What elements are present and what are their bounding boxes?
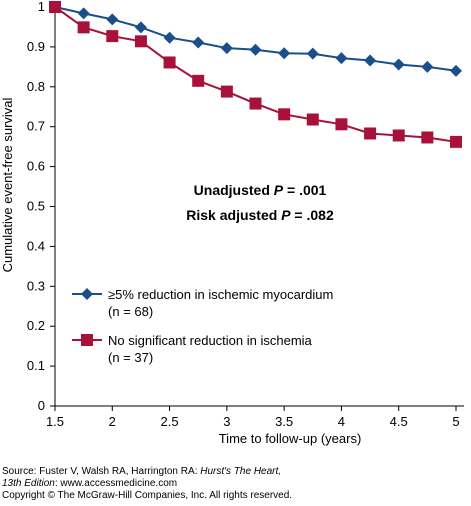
source-book-title: Hurst's The Heart, <box>200 466 282 477</box>
source-edition: 13th Edition <box>2 478 55 489</box>
tick-labels: 0 0.1 0.2 0.3 0.4 0.5 0.6 0.7 0.8 0.9 1 1.5 2 2.5 3 3.5… <box>27 0 460 429</box>
data-point-diamond <box>306 47 319 60</box>
source-url: : www.accessmedicine.com <box>54 478 178 489</box>
series-line-square <box>54 6 457 143</box>
data-point-square <box>306 113 319 126</box>
survival-chart: 0 0.1 0.2 0.3 0.4 0.5 0.6 0.7 0.8 0.9 1 1.5 2 2.5 3 3.5… <box>0 0 464 446</box>
x-tick-label: 2.5 <box>161 414 179 429</box>
data-point-square <box>77 21 90 34</box>
source-citation: Source: Fuster V, Walsh RA, Harrington R… <box>2 466 468 502</box>
data-point-square <box>163 56 176 69</box>
y-axis-title: Cumulative event-free survival <box>0 97 15 272</box>
data-point-diamond <box>77 7 90 20</box>
data-point-square <box>220 85 233 98</box>
data-point-square <box>278 108 291 121</box>
x-tick-label: 4 <box>338 414 345 429</box>
y-tick-label: 0.5 <box>27 199 45 214</box>
legend-n-reduction: (n = 68) <box>108 304 153 319</box>
data-point-square <box>450 135 462 148</box>
series-layer <box>49 1 462 148</box>
x-tick-label: 1.5 <box>46 414 64 429</box>
data-point-diamond <box>450 64 462 77</box>
y-tick-label: 0.8 <box>27 79 45 94</box>
data-point-diamond <box>220 42 233 55</box>
data-point-square <box>49 1 61 13</box>
data-point-square <box>421 131 434 144</box>
data-point-square <box>364 127 377 140</box>
legend-marker-square-icon <box>81 334 93 346</box>
series-square <box>49 1 462 148</box>
y-tick-label: 0.1 <box>27 358 45 373</box>
y-tick-label: 0.7 <box>27 119 45 134</box>
x-tick-label: 2 <box>109 414 116 429</box>
legend: ≥5% reduction in ischemic myocardium (n … <box>72 287 333 365</box>
x-tick-label: 4.5 <box>390 414 408 429</box>
data-point-diamond <box>106 13 119 26</box>
annotation-risk-adjusted-p: P <box>281 207 291 223</box>
annotation-unadjusted-p: P <box>274 182 284 198</box>
data-point-diamond <box>249 43 262 56</box>
x-axis-title: Time to follow-up (years) <box>219 431 362 446</box>
annotation-unadjusted-prefix: Unadjusted <box>194 182 274 198</box>
annotation-risk-adjusted: Risk adjusted P = .082 <box>186 207 334 223</box>
data-point-diamond <box>278 47 291 60</box>
data-point-square <box>392 129 405 142</box>
legend-label-reduction: ≥5% reduction in ischemic myocardium <box>108 287 333 302</box>
data-point-diamond <box>192 36 205 49</box>
data-point-square <box>192 74 205 87</box>
data-point-diamond <box>134 21 147 34</box>
data-point-diamond <box>163 31 176 44</box>
source-line: Source: Fuster V, Walsh RA, Harrington R… <box>2 466 468 478</box>
source-edition-line: 13th Edition: www.accessmedicine.com <box>2 478 468 490</box>
y-tick-label: 1 <box>38 0 45 14</box>
data-point-square <box>249 97 262 110</box>
annotation-unadjusted: Unadjusted P = .001 <box>194 182 327 198</box>
copyright-line: Copyright © The McGraw-Hill Companies, I… <box>2 490 293 501</box>
annotation-unadjusted-value: = .001 <box>283 182 326 198</box>
y-tick-label: 0 <box>38 398 45 413</box>
data-point-square <box>106 30 119 43</box>
legend-n-no-reduction: (n = 37) <box>108 350 153 365</box>
y-tick-label: 0.6 <box>27 159 45 174</box>
data-point-diamond <box>335 52 348 65</box>
source-prefix: Source: Fuster V, Walsh RA, Harrington R… <box>2 466 201 477</box>
data-point-diamond <box>392 58 405 71</box>
legend-marker-diamond-icon <box>81 288 93 300</box>
x-tick-label: 3.5 <box>275 414 293 429</box>
y-tick-label: 0.3 <box>27 278 45 293</box>
legend-label-no-reduction: No significant reduction in ischemia <box>108 333 313 348</box>
data-point-diamond <box>364 54 377 67</box>
data-point-diamond <box>421 60 434 73</box>
annotation-risk-adjusted-prefix: Risk adjusted <box>186 207 281 223</box>
data-point-square <box>335 118 348 131</box>
y-tick-label: 0.4 <box>27 238 45 253</box>
data-point-square <box>134 35 147 48</box>
x-tick-label: 5 <box>452 414 459 429</box>
x-tick-label: 3 <box>223 414 230 429</box>
y-tick-label: 0.9 <box>27 39 45 54</box>
annotation-risk-adjusted-value: = .082 <box>291 207 334 223</box>
y-tick-label: 0.2 <box>27 318 45 333</box>
